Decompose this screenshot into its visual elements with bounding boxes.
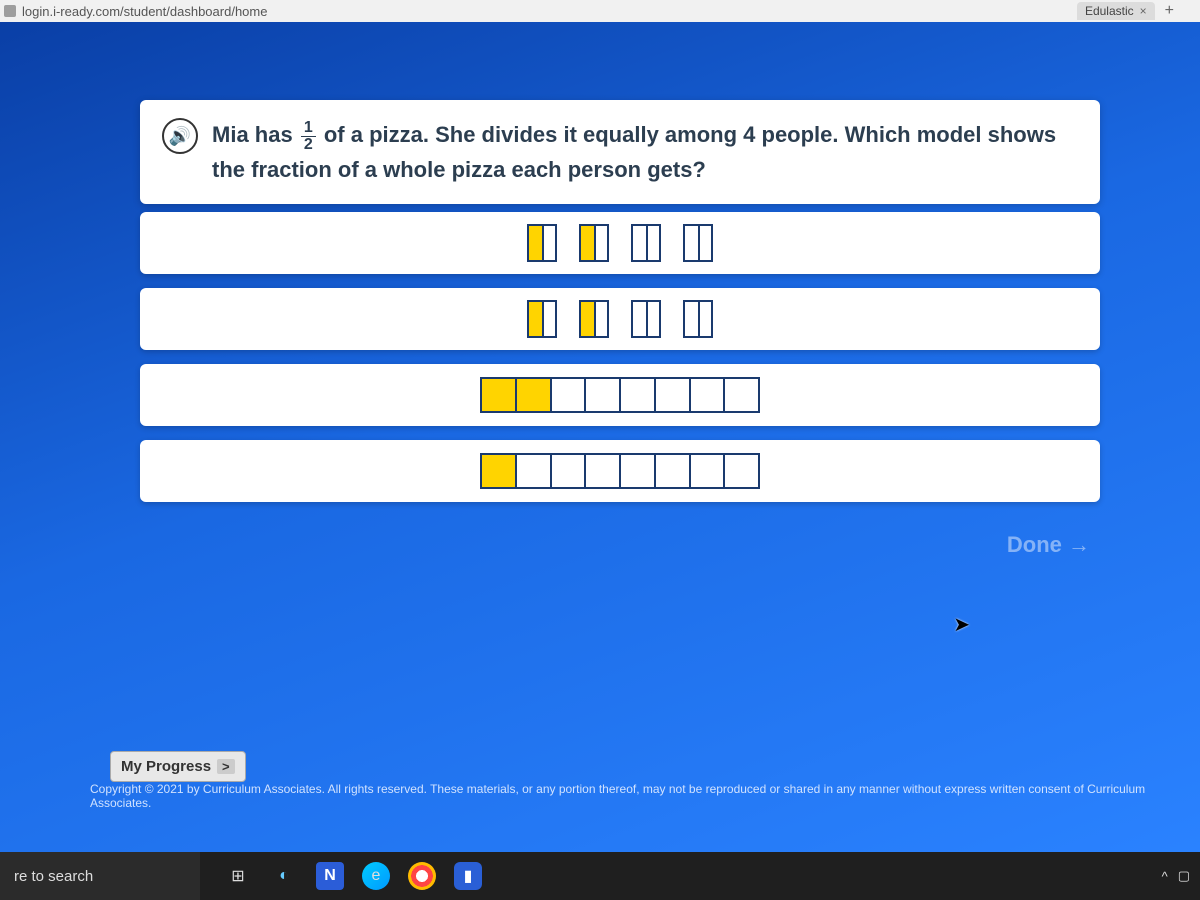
taskbar-app-icons: ⊞ ◐ N e ▮ — [224, 862, 482, 890]
fraction-box — [683, 300, 713, 338]
fraction-cell — [691, 455, 726, 487]
option-2[interactable] — [140, 288, 1100, 350]
fraction-cell — [691, 379, 726, 411]
task-view-icon[interactable]: ⊞ — [224, 862, 252, 890]
fraction-box — [579, 224, 609, 262]
fraction-numerator: 1 — [301, 120, 316, 137]
tab-close-icon[interactable]: × — [1140, 4, 1147, 18]
windows-taskbar: re to search ⊞ ◐ N e ▮ ^ ▢ — [0, 852, 1200, 900]
browser-address-bar: login.i-ready.com/student/dashboard/home… — [0, 0, 1200, 22]
edge-icon[interactable]: e — [362, 862, 390, 890]
camera-icon[interactable]: ▮ — [454, 862, 482, 890]
fraction-box — [631, 300, 661, 338]
option-3[interactable] — [140, 364, 1100, 426]
cortana-icon[interactable]: ◐ — [270, 862, 298, 890]
fraction-model-bar — [480, 377, 760, 413]
fraction-cell — [586, 455, 621, 487]
fraction-cell — [656, 379, 691, 411]
taskbar-search-text: re to search — [14, 868, 93, 885]
taskbar-tray: ^ ▢ — [1162, 868, 1190, 884]
fraction-model-separated — [527, 224, 713, 262]
taskbar-search[interactable]: re to search — [0, 852, 200, 900]
chrome-icon[interactable] — [408, 862, 436, 890]
browser-tab-strip: Edulastic × + — [1077, 0, 1180, 22]
url-text: login.i-ready.com/student/dashboard/home — [22, 4, 267, 19]
app-icon-n[interactable]: N — [316, 862, 344, 890]
fraction-denominator: 2 — [301, 137, 316, 153]
play-audio-button[interactable]: 🔊 — [162, 118, 198, 154]
fraction-cell — [482, 379, 517, 411]
fraction-cell — [552, 455, 587, 487]
fraction-model-bar — [480, 453, 760, 489]
fraction-box — [631, 224, 661, 262]
fraction-box — [527, 300, 557, 338]
tray-caret-icon[interactable]: ^ — [1162, 869, 1168, 884]
copyright-text: Copyright © 2021 by Curriculum Associate… — [90, 782, 1180, 810]
question-part-1: Mia has — [212, 122, 299, 147]
fraction-box — [579, 300, 609, 338]
option-1[interactable] — [140, 212, 1100, 274]
answer-options — [140, 212, 1100, 502]
mouse-cursor-icon: ➤ — [953, 612, 970, 637]
fraction-cell — [725, 455, 758, 487]
new-tab-button[interactable]: + — [1159, 2, 1180, 20]
speaker-icon: 🔊 — [169, 126, 191, 147]
browser-tab[interactable]: Edulastic × — [1077, 2, 1155, 20]
fraction-cell — [656, 455, 691, 487]
question-text: Mia has 1 2 of a pizza. She divides it e… — [212, 118, 1078, 186]
my-progress-label: My Progress — [121, 758, 211, 775]
fraction-cell — [552, 379, 587, 411]
question-card: 🔊 Mia has 1 2 of a pizza. She divides it… — [140, 100, 1100, 204]
tray-battery-icon[interactable]: ▢ — [1178, 868, 1190, 884]
my-progress-button[interactable]: My Progress > — [110, 751, 246, 782]
done-button[interactable]: Done → — [1007, 532, 1090, 558]
option-4[interactable] — [140, 440, 1100, 502]
fraction-box — [527, 224, 557, 262]
fraction-cell — [621, 455, 656, 487]
fraction-cell — [482, 455, 517, 487]
fraction-cell — [621, 379, 656, 411]
question-part-2: of a pizza. She divides it equally among… — [212, 122, 1056, 182]
chevron-right-icon: > — [217, 759, 235, 774]
fraction-cell — [725, 379, 758, 411]
fraction-cell — [517, 379, 552, 411]
fraction-cell — [517, 455, 552, 487]
fraction-box — [683, 224, 713, 262]
fraction: 1 2 — [301, 120, 316, 153]
app-viewport: 🔊 Mia has 1 2 of a pizza. She divides it… — [0, 22, 1200, 852]
fraction-cell — [586, 379, 621, 411]
site-favicon — [4, 5, 16, 17]
tab-label: Edulastic — [1085, 4, 1134, 18]
fraction-model-separated — [527, 300, 713, 338]
